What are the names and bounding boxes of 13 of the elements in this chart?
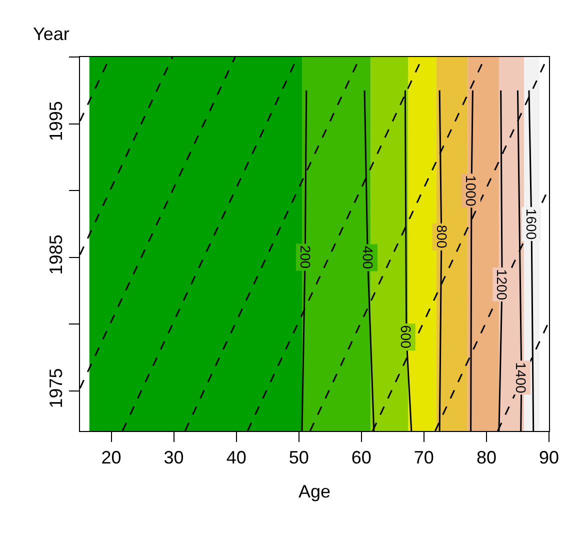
x-tick-label: 60 — [351, 448, 372, 468]
y-axis-title: Year — [33, 24, 70, 44]
x-tick-label: 70 — [414, 448, 434, 468]
y-tick-label: 1975 — [46, 368, 66, 408]
x-tick-label: 50 — [288, 448, 309, 468]
x-axis-title: Age — [298, 482, 331, 502]
x-tick-label: 90 — [538, 448, 560, 468]
x-tick-label: 30 — [164, 448, 184, 468]
x-tick-label: 20 — [101, 448, 122, 468]
x-tick-label: 40 — [226, 448, 246, 468]
y-tick-label: 1985 — [46, 234, 66, 275]
y-tick-label: 1995 — [46, 101, 66, 142]
x-tick-label: 80 — [476, 448, 496, 468]
